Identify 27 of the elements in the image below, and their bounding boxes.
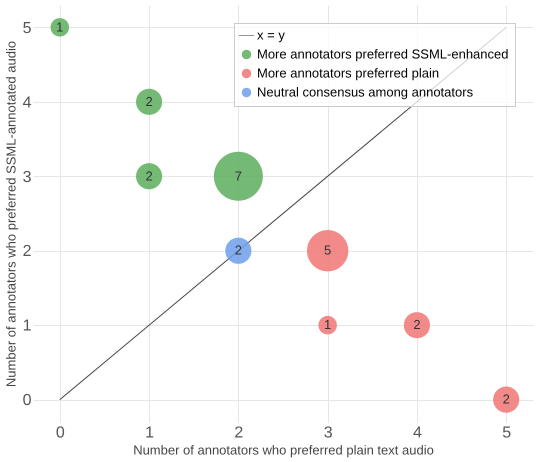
- annotation: 1: [324, 317, 332, 332]
- y-axis-title: Number of annotators who preferred SSML-annotated audio: [4, 40, 19, 388]
- annotation: 1: [56, 19, 64, 34]
- annotation: 2: [502, 392, 510, 407]
- y-tick-label: 0: [22, 392, 32, 410]
- annotation: 2: [234, 242, 242, 258]
- x-tick-label: 1: [145, 424, 154, 442]
- annotation: 5: [324, 242, 332, 258]
- x-tick-label: 0: [56, 424, 65, 442]
- legend-label: x = y: [257, 28, 286, 42]
- legend-label: Neutral consensus among annotators: [257, 84, 474, 100]
- y-tick-label: 2: [22, 243, 32, 260]
- x-tick-label: 5: [502, 424, 512, 442]
- y-tick-label: 3: [22, 168, 32, 186]
- x-axis-title: Number of annotators who preferred plain text audio: [133, 442, 434, 458]
- legend-label: More annotators preferred SSML-enhanced: [257, 46, 508, 62]
- y-tick-label: 5: [22, 20, 32, 37]
- annotation: 7: [234, 168, 242, 184]
- y-tick-label: 1: [22, 318, 32, 335]
- annotation: 2: [413, 317, 421, 332]
- legend-label: More annotators preferred plain: [257, 66, 440, 80]
- annotation: 2: [145, 168, 153, 184]
- y-tick-label: 4: [22, 94, 32, 112]
- annotation: 2: [145, 94, 153, 109]
- x-tick-label: 4: [412, 424, 422, 442]
- x-tick-label: 3: [324, 424, 333, 442]
- x-tick-label: 2: [234, 424, 244, 442]
